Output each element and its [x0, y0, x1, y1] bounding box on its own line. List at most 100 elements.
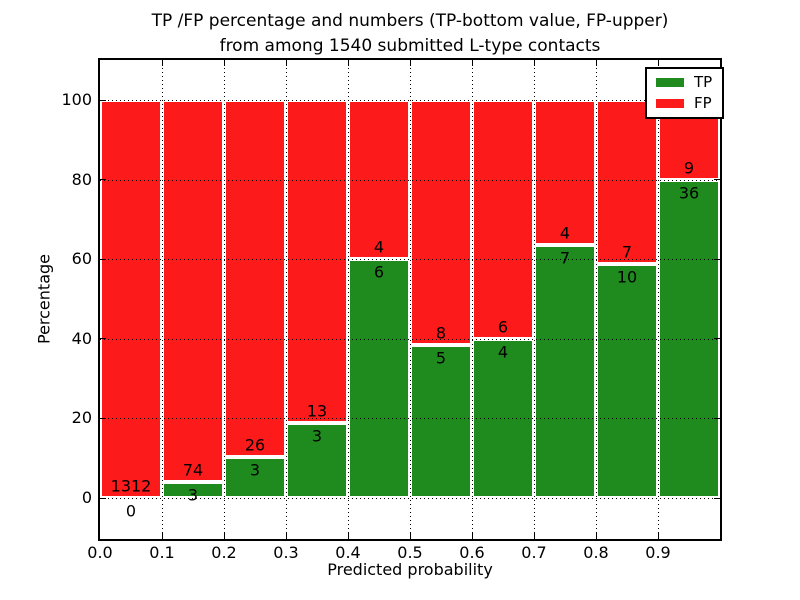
y-tick-label: 60	[71, 249, 92, 269]
fp-count-label: 7	[621, 242, 633, 262]
legend-label-tp: TP	[694, 73, 713, 91]
y-tick-mark	[714, 338, 720, 340]
bar-segment-fp	[286, 100, 348, 424]
y-tick-mark	[714, 258, 720, 260]
x-gridline	[472, 60, 473, 539]
chart-title: TP /FP percentage and numbers (TP-bottom…	[100, 9, 720, 59]
x-gridline	[286, 60, 287, 539]
x-tick-mark	[285, 60, 287, 66]
x-tick-mark	[595, 60, 597, 66]
plot-area: TP FP 1312 0 74 3 26 3 13 3 4 6 8 5 6 4 4 7 7 10 9 36	[98, 58, 725, 541]
x-tick-mark	[223, 533, 225, 539]
x-tick-mark	[595, 533, 597, 539]
bar-segment-fp	[162, 100, 224, 483]
y-tick-label: 40	[71, 328, 92, 348]
x-gridline	[410, 60, 411, 539]
legend: TP FP	[645, 67, 725, 119]
bar-segment-tp	[348, 259, 410, 498]
bar-segment-tp	[534, 244, 596, 498]
tp-count-label: 3	[311, 426, 323, 446]
bar-segment-fp	[472, 100, 534, 339]
bar-segment-fp	[410, 100, 472, 345]
x-gridline	[534, 60, 535, 539]
tp-count-label: 3	[187, 485, 199, 505]
bar-segment-fp	[596, 100, 658, 264]
y-tick-label: 100	[61, 90, 92, 109]
x-tick-label: 0.3	[273, 543, 299, 562]
x-tick-label: 0.5	[397, 543, 423, 562]
fp-count-label: 9	[683, 158, 695, 178]
chart-title-line2: from among 1540 submitted L-type contact…	[219, 36, 601, 56]
tp-count-label: 4	[497, 342, 509, 362]
x-tick-label: 0.6	[459, 543, 485, 562]
x-tick-mark	[533, 533, 535, 539]
x-tick-label: 0.4	[335, 543, 361, 562]
bar-segment-fp	[534, 100, 596, 245]
x-tick-mark	[471, 60, 473, 66]
fp-count-label: 13	[306, 401, 328, 421]
x-tick-mark	[533, 60, 535, 66]
y-tick-label: 80	[71, 169, 92, 189]
x-gridline	[162, 60, 163, 539]
x-tick-mark	[471, 533, 473, 539]
tp-count-label: 3	[249, 460, 261, 480]
x-tick-label: 0.9	[645, 543, 671, 562]
tp-color-swatch	[656, 78, 684, 87]
x-tick-mark	[409, 533, 411, 539]
x-tick-mark	[657, 533, 659, 539]
bar-segment-fp	[100, 100, 162, 498]
y-tick-mark	[100, 258, 106, 260]
fp-count-label: 4	[559, 223, 571, 243]
y-tick-mark	[100, 417, 106, 419]
fp-count-label: 74	[182, 460, 204, 480]
tp-count-label: 0	[125, 501, 137, 521]
x-gridline	[224, 60, 225, 539]
y-tick-mark	[714, 179, 720, 181]
x-tick-mark	[161, 60, 163, 66]
x-tick-mark	[657, 60, 659, 66]
legend-entry-fp: FP	[656, 96, 712, 111]
bar-segment-tp	[162, 482, 224, 498]
y-tick-mark	[714, 417, 720, 419]
y-tick-mark	[100, 497, 106, 499]
fp-count-label: 26	[244, 435, 266, 455]
legend-label-fp: FP	[694, 94, 712, 112]
x-gridline	[658, 60, 659, 539]
x-tick-label: 0.0	[87, 543, 113, 562]
y-tick-mark	[100, 338, 106, 340]
fp-color-swatch	[656, 99, 684, 108]
x-tick-label: 0.8	[583, 543, 609, 562]
x-axis-label: Predicted probability	[327, 560, 493, 579]
y-tick-mark	[100, 179, 106, 181]
bar-segment-tp	[286, 423, 348, 498]
x-tick-mark	[223, 60, 225, 66]
bar-segment-tp	[224, 456, 286, 498]
x-gridline	[348, 60, 349, 539]
x-tick-label: 0.7	[521, 543, 547, 562]
fp-count-label: 6	[497, 317, 509, 337]
tp-count-label: 36	[678, 183, 700, 203]
tp-count-label: 10	[616, 267, 638, 287]
fp-count-label: 8	[435, 323, 447, 343]
fp-count-label: 4	[373, 237, 385, 257]
x-tick-label: 0.1	[149, 543, 175, 562]
bar-segment-tp	[410, 344, 472, 498]
tp-count-label: 6	[373, 262, 385, 282]
tp-count-label: 7	[559, 248, 571, 268]
x-gridline	[596, 60, 597, 539]
tp-count-label: 5	[435, 348, 447, 368]
x-tick-mark	[161, 533, 163, 539]
x-tick-mark	[409, 60, 411, 66]
bar-segment-fp	[224, 100, 286, 457]
chart-title-line1: TP /FP percentage and numbers (TP-bottom…	[151, 11, 669, 31]
x-tick-mark	[285, 533, 287, 539]
x-tick-mark	[347, 60, 349, 66]
bar-segment-tp	[596, 263, 658, 498]
y-tick-label: 0	[81, 488, 92, 507]
x-tick-mark	[347, 533, 349, 539]
y-tick-label: 20	[71, 408, 92, 428]
legend-entry-tp: TP	[656, 75, 712, 90]
x-tick-label: 0.2	[211, 543, 237, 562]
fp-count-label: 1312	[110, 476, 152, 496]
